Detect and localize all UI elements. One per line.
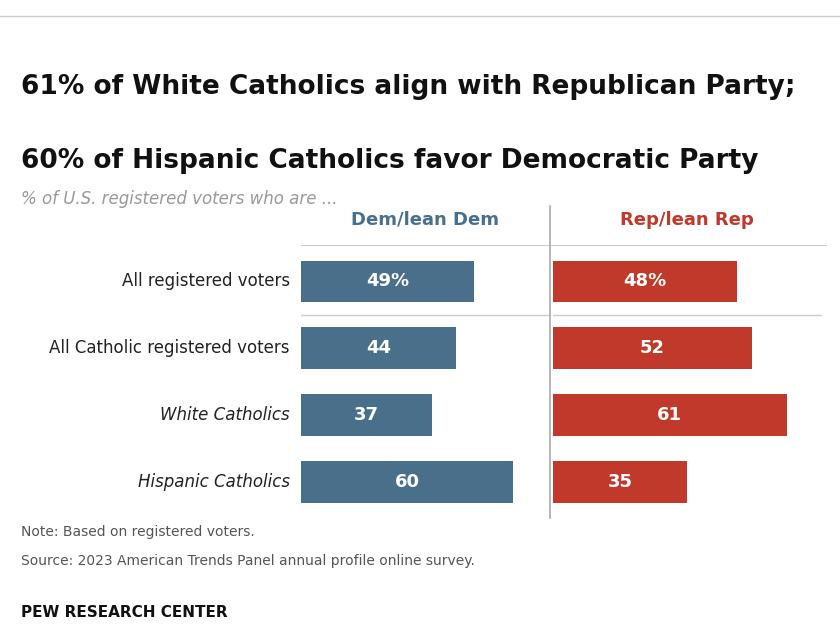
- Text: All registered voters: All registered voters: [122, 272, 290, 290]
- Text: White Catholics: White Catholics: [160, 406, 290, 424]
- Bar: [553, 327, 753, 369]
- Bar: [301, 327, 456, 369]
- Bar: [301, 261, 474, 302]
- Text: All Catholic registered voters: All Catholic registered voters: [50, 339, 290, 357]
- Text: 37: 37: [354, 406, 379, 424]
- Text: 52: 52: [640, 339, 665, 357]
- Text: 44: 44: [366, 339, 391, 357]
- Bar: [553, 261, 737, 302]
- Text: Hispanic Catholics: Hispanic Catholics: [138, 473, 290, 491]
- Text: 61% of White Catholics align with Republican Party;: 61% of White Catholics align with Republ…: [21, 74, 795, 100]
- Text: 60: 60: [395, 473, 419, 491]
- Text: 48%: 48%: [623, 272, 666, 290]
- Text: Dem/lean Dem: Dem/lean Dem: [350, 211, 499, 229]
- Text: Source: 2023 American Trends Panel annual profile online survey.: Source: 2023 American Trends Panel annua…: [21, 554, 475, 568]
- Bar: [553, 394, 787, 436]
- Text: 61: 61: [658, 406, 682, 424]
- Text: 49%: 49%: [366, 272, 409, 290]
- Bar: [301, 461, 513, 502]
- Bar: [301, 394, 432, 436]
- Text: % of U.S. registered voters who are ...: % of U.S. registered voters who are ...: [21, 190, 338, 208]
- Text: Rep/lean Rep: Rep/lean Rep: [620, 211, 754, 229]
- Bar: [553, 461, 687, 502]
- Text: 35: 35: [607, 473, 633, 491]
- Text: Note: Based on registered voters.: Note: Based on registered voters.: [21, 525, 255, 539]
- Text: PEW RESEARCH CENTER: PEW RESEARCH CENTER: [21, 605, 228, 620]
- Text: 60% of Hispanic Catholics favor Democratic Party: 60% of Hispanic Catholics favor Democrat…: [21, 148, 759, 174]
